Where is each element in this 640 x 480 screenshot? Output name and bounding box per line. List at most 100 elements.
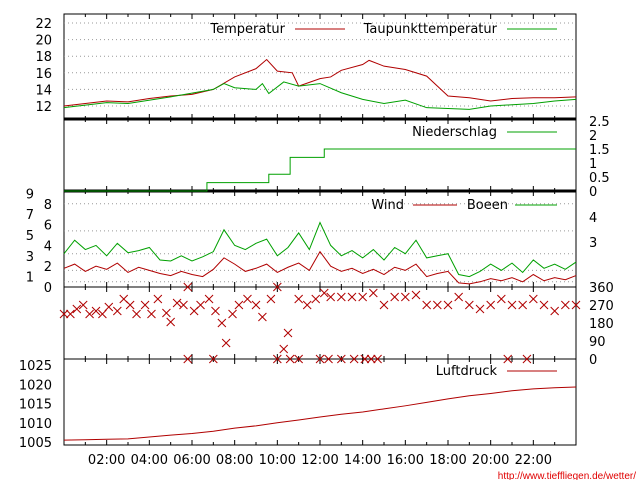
credit-link[interactable]: http://www.tieffliegen.de/wetter/	[498, 471, 636, 480]
panel-frame	[63, 13, 577, 120]
y-tick-label: 2	[589, 129, 597, 144]
wind-direction-point	[85, 309, 94, 319]
wind-direction-point	[266, 294, 276, 304]
wind-direction-point	[550, 306, 560, 316]
y-tick-label: 1	[589, 157, 597, 172]
y-tick-label: 9	[26, 187, 34, 202]
wind-direction-point	[432, 300, 442, 310]
wind-direction-point	[179, 300, 188, 310]
wind-direction-point	[279, 344, 289, 354]
x-tick-label: 04:00	[131, 453, 168, 468]
wind-direction-point	[368, 288, 378, 298]
wind-direction-point	[319, 288, 329, 298]
panel-frame	[63, 286, 577, 360]
wind-direction-point	[294, 354, 304, 364]
y-tick-label: 7	[26, 208, 34, 223]
x-tick-label: 18:00	[429, 453, 466, 468]
wind-direction-point	[518, 300, 528, 310]
wind-direction-point	[464, 300, 474, 310]
x-tick-label: 10:00	[259, 453, 296, 468]
y-tick-label: 1010	[19, 417, 52, 432]
wind-direction-point	[78, 300, 88, 310]
x-tick-label: 16:00	[387, 453, 424, 468]
wind-direction-point	[221, 338, 231, 348]
y-tick-label: 1.5	[589, 143, 610, 158]
wind-direction-point	[571, 300, 581, 310]
wind-direction-point	[522, 354, 532, 364]
wind-direction-point	[390, 292, 400, 302]
wind-direction-point	[251, 300, 261, 310]
series-taupunkttemperatur	[63, 81, 577, 110]
y-tick-label: 12	[35, 100, 52, 115]
wind-direction-point	[166, 317, 176, 327]
y-tick-label: 1020	[19, 378, 52, 393]
y-tick-label: 180	[589, 317, 614, 332]
wind-direction-point	[539, 300, 549, 310]
y-tick-label: 3	[26, 250, 34, 265]
wind-direction-point	[272, 354, 282, 364]
wind-direction-point	[400, 292, 410, 302]
x-tick-label: 22:00	[515, 453, 552, 468]
x-tick-label: 14:00	[344, 453, 381, 468]
series-niederschlag	[64, 148, 576, 192]
wind-direction-point	[91, 306, 101, 316]
wind-direction-point	[422, 300, 432, 310]
wind-direction-point	[243, 294, 252, 304]
wind-direction-point	[336, 354, 346, 364]
wind-direction-point	[503, 354, 513, 364]
wind-direction-point	[153, 294, 163, 304]
wind-direction-point	[211, 306, 220, 316]
panel-frame	[63, 358, 577, 446]
wind-direction-point	[326, 292, 336, 302]
wind-direction-point	[349, 354, 359, 364]
series-temperatur	[63, 58, 577, 107]
y-tick-label: 1	[26, 271, 34, 286]
y-tick-label: 0.5	[589, 171, 610, 186]
wind-direction-point	[560, 300, 570, 310]
wind-direction-point	[140, 300, 150, 310]
series-luftdruck	[63, 386, 577, 441]
wind-direction-point	[475, 304, 485, 314]
y-tick-label: 0	[589, 353, 597, 368]
legend-label-boeen: Boeen	[467, 198, 508, 213]
wind-direction-point	[294, 294, 304, 304]
legend-label-wind: Wind	[371, 198, 404, 213]
series-wind	[63, 250, 577, 285]
wind-direction-point	[528, 294, 538, 304]
y-tick-label: 1025	[19, 359, 52, 374]
wind-direction-point	[379, 300, 389, 310]
wind-direction-point	[360, 354, 370, 364]
wind-direction-point	[507, 300, 517, 310]
wind-direction-point	[311, 294, 321, 304]
wind-direction-point	[454, 292, 464, 302]
wind-direction-point	[258, 312, 267, 322]
right-tick-label: 4	[589, 211, 597, 226]
x-tick-label: 02:00	[88, 453, 125, 468]
wind-direction-point	[183, 282, 193, 292]
y-tick-label: 20	[35, 34, 52, 49]
x-tick-label: 12:00	[301, 453, 338, 468]
y-tick-label: 90	[589, 335, 606, 350]
wind-direction-point	[208, 354, 218, 364]
wind-direction-point	[234, 300, 244, 310]
wind-direction-point	[183, 354, 193, 364]
wind-direction-point	[336, 292, 346, 302]
wind-direction-point	[347, 292, 357, 302]
wind-direction-point	[302, 300, 312, 310]
y-tick-label: 270	[589, 299, 614, 314]
wind-direction-point	[283, 328, 293, 338]
y-tick-label: 0	[44, 281, 52, 296]
y-tick-label: 0	[589, 185, 597, 200]
legend-label-luftdruck: Luftdruck	[436, 364, 498, 379]
wind-direction-point	[366, 354, 376, 364]
right-tick-label: 3	[589, 236, 597, 251]
wind-direction-point	[196, 300, 205, 310]
wind-direction-point	[125, 300, 135, 310]
y-tick-label: 360	[589, 281, 614, 296]
y-tick-label: 2.5	[589, 115, 610, 130]
panel-frame	[63, 118, 577, 192]
x-tick-label: 06:00	[173, 453, 210, 468]
y-tick-label: 6	[44, 219, 52, 234]
wind-direction-point	[315, 354, 325, 364]
